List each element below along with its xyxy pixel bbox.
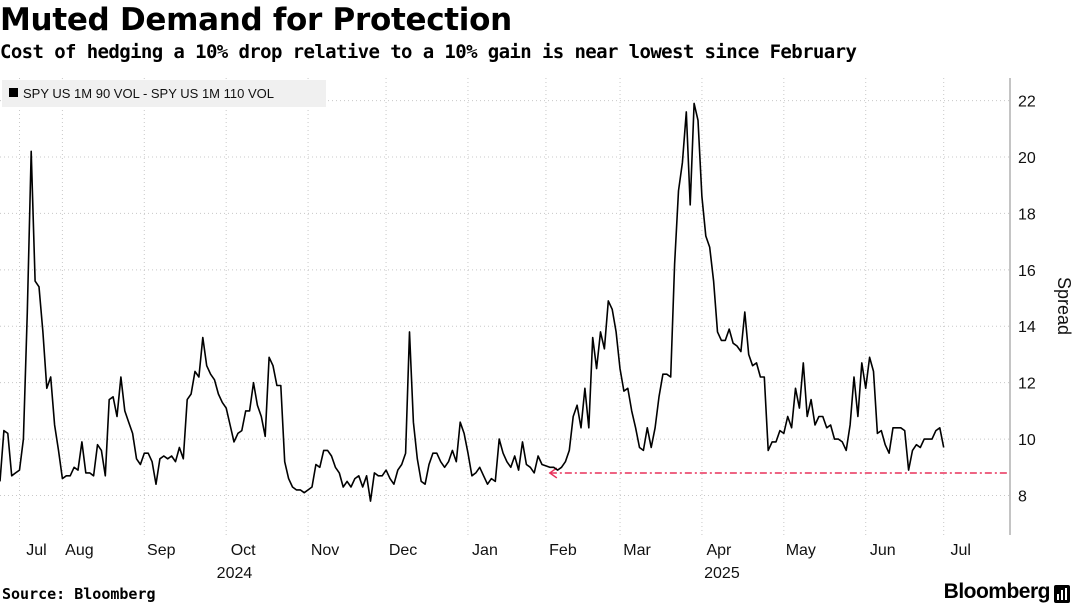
y-tick-label: 14 [1018, 319, 1036, 336]
x-axis: Jul Aug Sep Oct Nov Dec Jan Feb Mar Apr May Jun Jul 2… [26, 542, 971, 582]
x-tick-label: Jan [472, 542, 498, 559]
x-tick-label: May [786, 542, 816, 559]
y-tick-label: 18 [1018, 206, 1036, 223]
y-tick-label: 10 [1018, 432, 1036, 449]
legend: SPY US 1M 90 VOL - SPY US 1M 110 VOL [2, 80, 326, 107]
legend-swatch [9, 88, 18, 97]
series-line [0, 102, 945, 502]
x-year-label: 2024 [217, 565, 253, 582]
x-tick-label: Nov [311, 542, 339, 559]
y-tick-label: 22 [1018, 94, 1036, 111]
series-group [0, 102, 945, 502]
x-tick-label: Jun [870, 542, 896, 559]
x-tick-label: Sep [147, 542, 176, 559]
y-tick-label: 16 [1018, 263, 1036, 280]
grid-lines [0, 78, 1011, 535]
x-tick-label: Oct [231, 542, 256, 559]
y-tick-label: 8 [1018, 489, 1027, 506]
y-axis-tick-labels: 8 10 12 14 16 18 20 22 [1018, 94, 1036, 506]
brand-logo-text: Bloomberg [943, 580, 1051, 603]
y-tick-label: 12 [1018, 376, 1036, 393]
legend-background [2, 80, 326, 107]
x-year-label: 2025 [704, 565, 740, 582]
chart-title: Muted Demand for Protection [0, 2, 512, 38]
x-tick-label: Feb [549, 542, 577, 559]
x-tick-label: Aug [65, 542, 93, 559]
y-axis-label: Spread [1054, 277, 1074, 335]
x-tick-label: Apr [706, 542, 732, 559]
legend-label: SPY US 1M 90 VOL - SPY US 1M 110 VOL [23, 86, 274, 101]
bloomberg-mark-icon [1054, 585, 1070, 603]
x-tick-label: Jul [26, 542, 46, 559]
x-tick-label: Jul [950, 542, 970, 559]
x-tick-label: Mar [623, 542, 651, 559]
reference-arrowhead [548, 467, 558, 479]
x-tick-label: Dec [389, 542, 417, 559]
source-note: Source: Bloomberg [2, 585, 156, 603]
chart-subtitle: Cost of hedging a 10% drop relative to a… [0, 41, 857, 63]
y-tick-label: 20 [1018, 150, 1036, 167]
reference-line [548, 467, 1010, 479]
